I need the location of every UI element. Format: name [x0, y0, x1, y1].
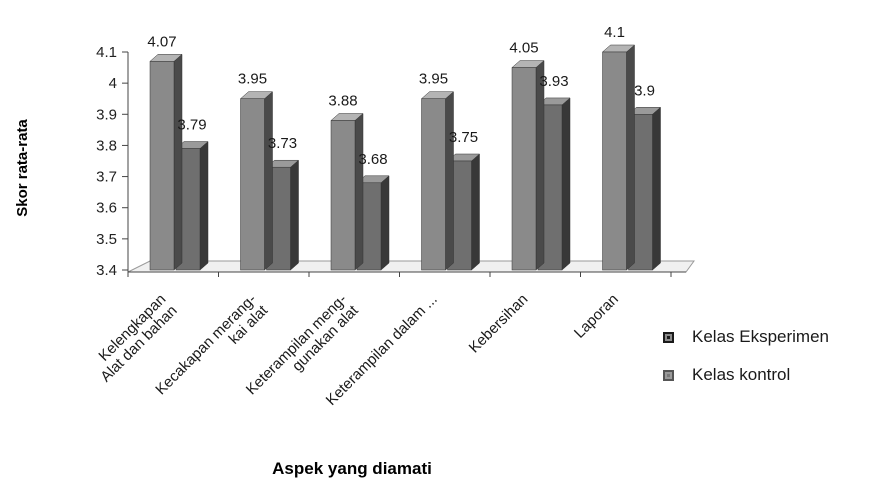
- data-label: 4.07: [147, 33, 176, 50]
- y-axis-title: Skor rata-rata: [14, 119, 31, 217]
- x-tick-label-line: Kebersihan: [466, 291, 532, 357]
- data-label: 4.05: [509, 40, 538, 57]
- bar-eksperimen: [420, 91, 455, 271]
- bar-eksperimen: [511, 60, 545, 271]
- bars: [149, 44, 662, 271]
- y-tick-label: 4.1: [96, 44, 117, 61]
- bar-front-face: [149, 61, 175, 271]
- legend: Kelas Eksperimen Kelas kontrol: [663, 325, 829, 401]
- x-tick-label: Laporan: [571, 291, 622, 342]
- y-tick-label: 3.7: [96, 169, 117, 186]
- bar-side-face: [445, 91, 454, 271]
- legend-item-kelas-eksperimen: Kelas Eksperimen: [663, 325, 829, 349]
- bar-side-face: [652, 106, 661, 271]
- data-label: 3.73: [268, 135, 297, 152]
- bar-side-face: [561, 97, 571, 271]
- legend-item-kelas-kontrol: Kelas kontrol: [663, 363, 829, 387]
- y-tick-label: 3.9: [96, 106, 117, 123]
- y-axis: 3.4 3.5 3.6 3.7 3.8 3.9 4 4.1: [96, 44, 686, 279]
- bar-eksperimen: [239, 91, 274, 271]
- bar-front-face: [421, 98, 446, 271]
- bar-front-face: [330, 120, 356, 271]
- data-label: 3.95: [419, 71, 448, 88]
- y-tick-label: 3.8: [96, 137, 117, 154]
- bar-side-face: [380, 175, 390, 271]
- data-label: 3.68: [358, 151, 387, 168]
- x-tick-label: Kebersihan: [466, 291, 532, 357]
- bar-front-face: [240, 98, 265, 271]
- bar-side-face: [173, 53, 183, 271]
- bar-side-face: [199, 140, 209, 271]
- bar-side-face: [471, 153, 480, 271]
- bar-side-face: [626, 44, 635, 271]
- bar-front-face: [511, 67, 537, 271]
- data-label: 3.75: [449, 129, 478, 146]
- bar-front-face: [602, 51, 627, 271]
- bar-side-face: [264, 91, 273, 271]
- bar-side-face: [290, 159, 299, 271]
- data-labels: 3.79 4.07 3.73 3.95 3.68 3.88 3.75 3.95 3.934.05…: [147, 24, 655, 168]
- legend-label-kelas-kontrol: Kelas kontrol: [692, 365, 791, 384]
- data-label: 4.1: [604, 24, 625, 41]
- bar-eksperimen: [601, 44, 636, 271]
- legend-swatch-kelas-eksperimen: [663, 331, 674, 343]
- y-tick-label: 4: [109, 75, 117, 92]
- data-label: 3.93: [539, 73, 568, 90]
- legend-label-kelas-eksperimen: Kelas Eksperimen: [692, 327, 830, 346]
- x-tick-label-line: Laporan: [571, 291, 622, 342]
- data-label: 3.9: [634, 82, 655, 99]
- y-tick-label: 3.5: [96, 231, 117, 248]
- data-label: 3.95: [238, 71, 267, 88]
- bar-side-face: [535, 60, 545, 271]
- y-tick-label: 3.6: [96, 200, 117, 217]
- data-label: 3.79: [177, 117, 206, 134]
- bar-eksperimen: [330, 112, 364, 271]
- x-axis-title: Aspek yang diamati: [272, 459, 432, 478]
- bar-side-face: [354, 112, 364, 271]
- legend-swatch-kelas-kontrol: [663, 369, 674, 381]
- y-tick-label: 3.4: [96, 262, 117, 279]
- data-label: 3.88: [328, 93, 357, 110]
- bar-eksperimen: [149, 53, 183, 271]
